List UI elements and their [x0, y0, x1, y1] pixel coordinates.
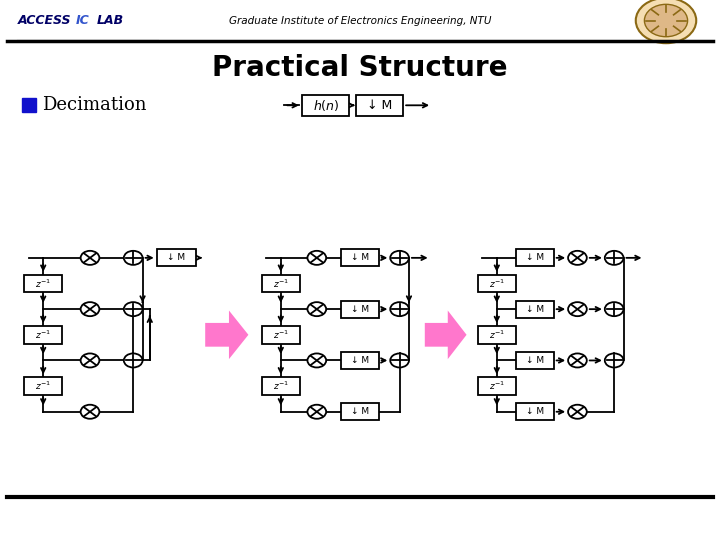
Text: ↓ M: ↓ M	[351, 356, 369, 365]
FancyBboxPatch shape	[341, 249, 379, 267]
Circle shape	[307, 251, 326, 265]
Text: Graduate Institute of Electronics Engineering, NTU: Graduate Institute of Electronics Engine…	[229, 16, 491, 25]
FancyBboxPatch shape	[24, 275, 62, 293]
Text: Decimation: Decimation	[42, 96, 146, 114]
FancyBboxPatch shape	[478, 377, 516, 395]
Circle shape	[568, 302, 587, 316]
Text: ↓ M: ↓ M	[367, 99, 392, 112]
Bar	[22, 98, 36, 112]
FancyBboxPatch shape	[356, 95, 403, 116]
FancyBboxPatch shape	[516, 403, 554, 420]
Circle shape	[124, 251, 143, 265]
FancyBboxPatch shape	[302, 95, 349, 116]
Text: ↓ M: ↓ M	[526, 356, 544, 365]
Text: $z^{-1}$: $z^{-1}$	[273, 329, 289, 341]
Circle shape	[307, 405, 326, 419]
FancyBboxPatch shape	[478, 275, 516, 293]
FancyBboxPatch shape	[341, 352, 379, 369]
Text: $z^{-1}$: $z^{-1}$	[489, 278, 505, 289]
Circle shape	[124, 302, 143, 316]
Text: $h(n)$: $h(n)$	[312, 98, 339, 113]
Circle shape	[605, 251, 624, 265]
Text: ↓ M: ↓ M	[526, 305, 544, 314]
Circle shape	[81, 302, 99, 316]
FancyBboxPatch shape	[516, 352, 554, 369]
FancyBboxPatch shape	[478, 326, 516, 344]
Circle shape	[124, 353, 143, 367]
Text: LAB: LAB	[97, 14, 125, 27]
Text: Practical Structure: Practical Structure	[212, 53, 508, 82]
FancyBboxPatch shape	[516, 300, 554, 318]
Circle shape	[81, 405, 99, 419]
Text: $z^{-1}$: $z^{-1}$	[489, 380, 505, 392]
FancyBboxPatch shape	[341, 300, 379, 318]
Text: $z^{-1}$: $z^{-1}$	[35, 380, 51, 392]
FancyBboxPatch shape	[24, 326, 62, 344]
Text: IC: IC	[76, 14, 89, 27]
FancyBboxPatch shape	[262, 377, 300, 395]
Circle shape	[644, 4, 688, 37]
Circle shape	[390, 302, 409, 316]
Text: ↓ M: ↓ M	[526, 407, 544, 416]
Polygon shape	[425, 310, 467, 359]
Polygon shape	[205, 310, 248, 359]
Circle shape	[81, 251, 99, 265]
Text: $z^{-1}$: $z^{-1}$	[35, 278, 51, 289]
Circle shape	[81, 353, 99, 367]
Text: $z^{-1}$: $z^{-1}$	[489, 329, 505, 341]
FancyBboxPatch shape	[262, 326, 300, 344]
Circle shape	[390, 353, 409, 367]
Circle shape	[307, 353, 326, 367]
Text: ↓ M: ↓ M	[526, 253, 544, 262]
Circle shape	[390, 251, 409, 265]
FancyBboxPatch shape	[24, 377, 62, 395]
Circle shape	[636, 0, 696, 43]
Circle shape	[568, 405, 587, 419]
Circle shape	[568, 251, 587, 265]
Text: ↓ M: ↓ M	[351, 407, 369, 416]
Text: ↓ M: ↓ M	[351, 305, 369, 314]
Text: ↓ M: ↓ M	[351, 253, 369, 262]
Circle shape	[605, 353, 624, 367]
Text: $z^{-1}$: $z^{-1}$	[273, 380, 289, 392]
Circle shape	[307, 302, 326, 316]
Text: ACCESS: ACCESS	[18, 14, 71, 27]
Text: $z^{-1}$: $z^{-1}$	[35, 329, 51, 341]
Text: ↓ M: ↓ M	[167, 253, 186, 262]
FancyBboxPatch shape	[516, 249, 554, 267]
Text: $z^{-1}$: $z^{-1}$	[273, 278, 289, 289]
FancyBboxPatch shape	[157, 249, 196, 267]
Circle shape	[605, 302, 624, 316]
FancyBboxPatch shape	[341, 403, 379, 420]
FancyBboxPatch shape	[262, 275, 300, 293]
Circle shape	[568, 353, 587, 367]
